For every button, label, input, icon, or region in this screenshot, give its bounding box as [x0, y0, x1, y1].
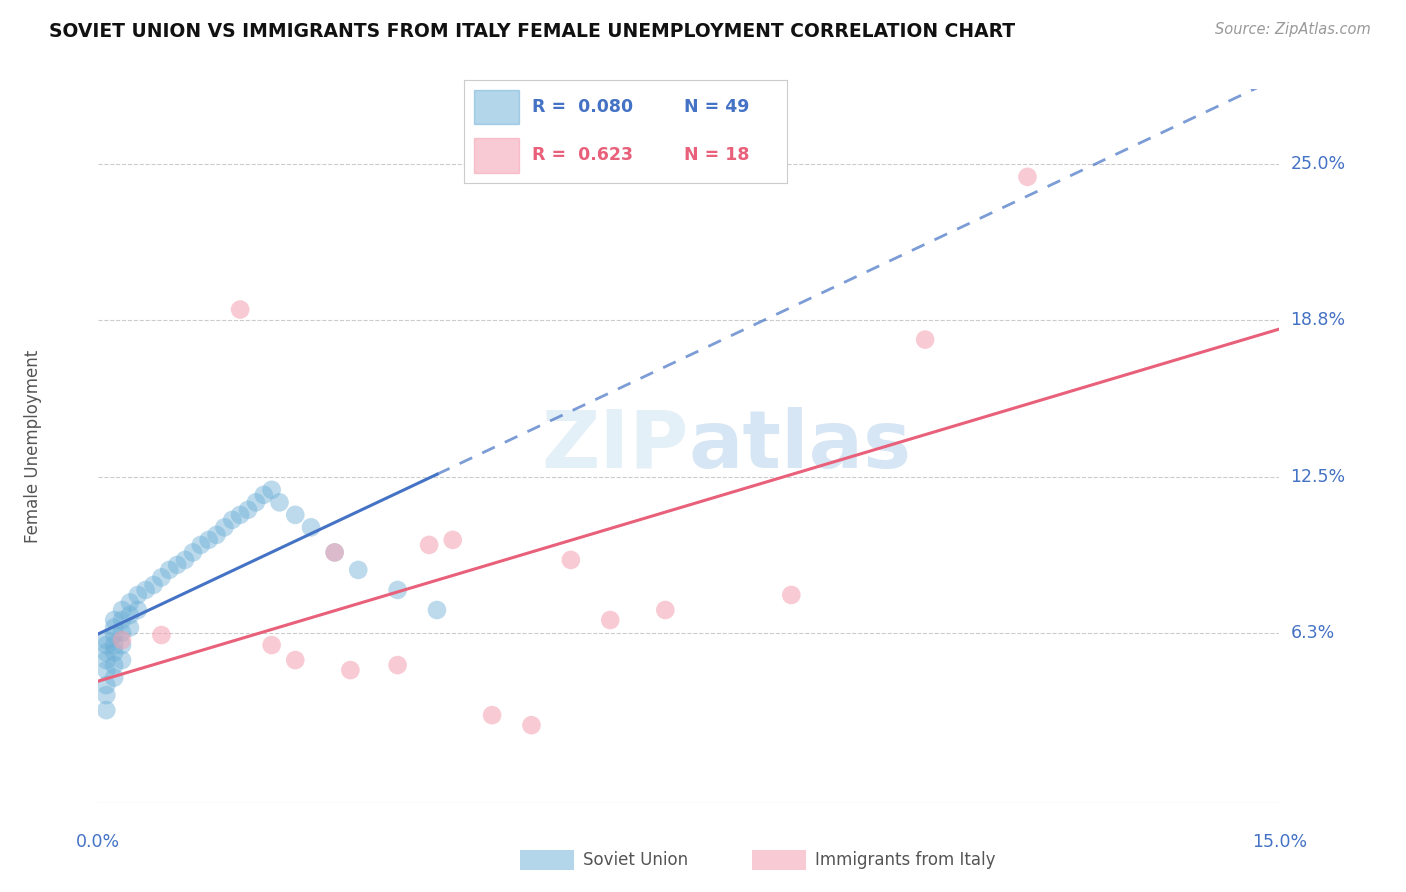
- Point: [157, 563, 180, 577]
- Point: [96, 638, 118, 652]
- Point: [166, 558, 188, 572]
- Text: ZIP: ZIP: [541, 407, 689, 485]
- Point: [96, 678, 118, 692]
- Text: 12.5%: 12.5%: [1291, 468, 1346, 486]
- Point: [174, 553, 197, 567]
- Point: [127, 588, 149, 602]
- Point: [111, 603, 134, 617]
- Point: [118, 595, 141, 609]
- Point: [96, 646, 118, 660]
- Point: [111, 613, 134, 627]
- Point: [96, 663, 118, 677]
- Point: [520, 718, 543, 732]
- Point: [780, 588, 803, 602]
- Point: [103, 613, 125, 627]
- Text: 0.0%: 0.0%: [76, 833, 121, 851]
- Point: [103, 638, 125, 652]
- Point: [441, 533, 464, 547]
- Text: 18.8%: 18.8%: [1291, 310, 1346, 328]
- Point: [654, 603, 676, 617]
- Text: Source: ZipAtlas.com: Source: ZipAtlas.com: [1215, 22, 1371, 37]
- Point: [111, 638, 134, 652]
- Point: [111, 625, 134, 640]
- Point: [96, 703, 118, 717]
- Point: [96, 653, 118, 667]
- Point: [339, 663, 361, 677]
- Bar: [474, 137, 519, 173]
- Point: [127, 603, 149, 617]
- Point: [914, 333, 936, 347]
- Point: [103, 646, 125, 660]
- Point: [111, 653, 134, 667]
- Point: [253, 488, 276, 502]
- Point: [118, 621, 141, 635]
- Text: N = 49: N = 49: [683, 98, 749, 116]
- Point: [118, 607, 141, 622]
- Point: [103, 621, 125, 635]
- Point: [96, 633, 118, 648]
- Point: [205, 528, 228, 542]
- Text: atlas: atlas: [689, 407, 912, 485]
- Point: [284, 653, 307, 667]
- Bar: [474, 89, 519, 124]
- Point: [150, 570, 173, 584]
- Point: [135, 582, 157, 597]
- Text: R =  0.623: R = 0.623: [531, 146, 633, 164]
- Text: Female Unemployment: Female Unemployment: [24, 350, 42, 542]
- Point: [96, 688, 118, 702]
- Point: [387, 582, 409, 597]
- Point: [245, 495, 267, 509]
- Point: [142, 578, 165, 592]
- Point: [103, 628, 125, 642]
- Point: [197, 533, 219, 547]
- Point: [269, 495, 291, 509]
- Text: Immigrants from Italy: Immigrants from Italy: [815, 851, 995, 869]
- Point: [111, 633, 134, 648]
- Point: [1017, 169, 1039, 184]
- Text: 6.3%: 6.3%: [1291, 624, 1334, 641]
- Point: [426, 603, 449, 617]
- Point: [599, 613, 621, 627]
- Point: [418, 538, 440, 552]
- Point: [560, 553, 582, 567]
- Point: [347, 563, 370, 577]
- Point: [103, 671, 125, 685]
- Point: [387, 658, 409, 673]
- Point: [299, 520, 322, 534]
- Text: R =  0.080: R = 0.080: [531, 98, 633, 116]
- Point: [236, 503, 259, 517]
- Point: [214, 520, 236, 534]
- Text: N = 18: N = 18: [683, 146, 749, 164]
- Point: [150, 628, 173, 642]
- Point: [229, 508, 252, 522]
- Point: [481, 708, 503, 723]
- Point: [323, 545, 346, 559]
- Point: [103, 658, 125, 673]
- Text: SOVIET UNION VS IMMIGRANTS FROM ITALY FEMALE UNEMPLOYMENT CORRELATION CHART: SOVIET UNION VS IMMIGRANTS FROM ITALY FE…: [49, 22, 1015, 41]
- Text: 25.0%: 25.0%: [1291, 155, 1346, 173]
- Point: [229, 302, 252, 317]
- Text: Soviet Union: Soviet Union: [583, 851, 689, 869]
- Point: [260, 638, 283, 652]
- Point: [181, 545, 204, 559]
- Point: [260, 483, 283, 497]
- Point: [190, 538, 212, 552]
- Point: [323, 545, 346, 559]
- Text: 15.0%: 15.0%: [1251, 833, 1308, 851]
- Point: [221, 513, 243, 527]
- Point: [284, 508, 307, 522]
